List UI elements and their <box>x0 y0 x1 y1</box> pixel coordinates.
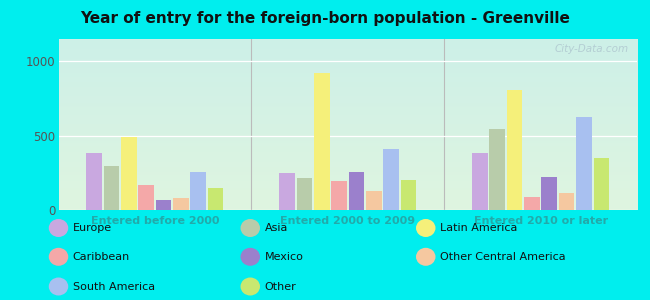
Bar <box>280 173 295 210</box>
Bar <box>507 90 523 210</box>
Text: South America: South America <box>73 281 155 292</box>
Bar <box>524 196 539 210</box>
Ellipse shape <box>240 248 260 266</box>
Ellipse shape <box>416 219 436 237</box>
Bar <box>296 178 312 210</box>
Text: Caribbean: Caribbean <box>73 252 130 262</box>
Bar <box>559 193 575 210</box>
Bar <box>156 200 172 210</box>
Bar <box>384 149 399 210</box>
Text: Asia: Asia <box>265 223 288 233</box>
Bar <box>400 179 416 210</box>
Text: Latin America: Latin America <box>440 223 517 233</box>
Bar <box>173 198 188 210</box>
Text: City-Data.com: City-Data.com <box>554 44 629 54</box>
Bar <box>593 158 609 210</box>
Text: Year of entry for the foreign-born population - Greenville: Year of entry for the foreign-born popul… <box>80 11 570 26</box>
Ellipse shape <box>49 219 68 237</box>
Bar <box>121 137 136 210</box>
Ellipse shape <box>240 219 260 237</box>
Bar <box>541 177 557 210</box>
Bar <box>86 154 102 210</box>
Bar <box>138 185 154 210</box>
Text: Mexico: Mexico <box>265 252 304 262</box>
Bar <box>104 166 120 210</box>
Bar <box>472 153 488 210</box>
Bar <box>366 191 382 210</box>
Text: Europe: Europe <box>73 223 112 233</box>
Ellipse shape <box>240 278 260 296</box>
Bar <box>332 181 347 210</box>
Ellipse shape <box>416 248 436 266</box>
Text: Other: Other <box>265 281 296 292</box>
Bar <box>489 129 505 210</box>
Ellipse shape <box>49 248 68 266</box>
Bar <box>314 73 330 210</box>
Ellipse shape <box>49 278 68 296</box>
Bar <box>576 117 592 210</box>
Bar <box>190 172 206 210</box>
Bar <box>208 188 224 210</box>
Text: Other Central America: Other Central America <box>440 252 566 262</box>
Bar <box>348 172 364 210</box>
